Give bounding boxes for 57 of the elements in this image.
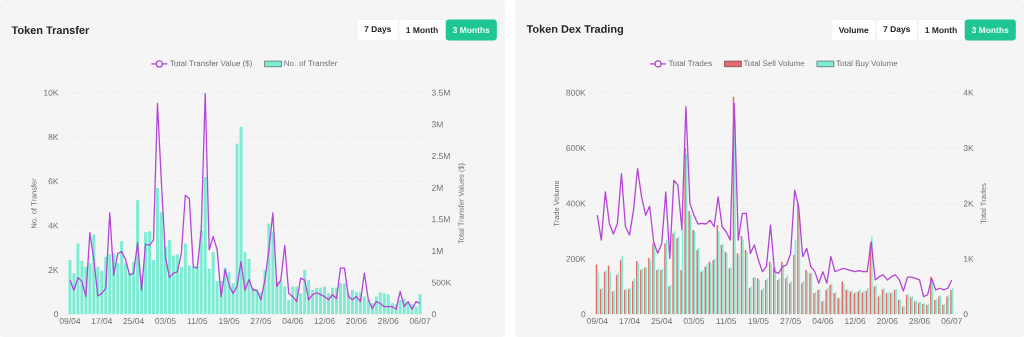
text: 3 Months xyxy=(971,26,1009,34)
y2-tick-label: 3M xyxy=(431,121,443,128)
x-tick-label: 06/07 xyxy=(941,317,962,325)
x-tick-label: 28/06 xyxy=(909,317,930,325)
y-tick-label: 200K xyxy=(566,255,586,262)
x-tick-label: 09/04 xyxy=(587,317,608,325)
x-tick-label: 20/06 xyxy=(346,317,367,325)
x-tick-label: 03/05 xyxy=(155,317,176,325)
y2-tick-label: 0 xyxy=(431,311,436,318)
text: 7 Days xyxy=(883,26,911,34)
y-tick-label: 2K xyxy=(48,267,59,273)
x-tick-label: 25/04 xyxy=(123,317,144,325)
y-tick-label: 400K xyxy=(566,200,586,207)
x-tick-label: 04/06 xyxy=(812,317,834,325)
x-tick-label: 09/04 xyxy=(59,317,81,325)
chart-title: Token Transfer xyxy=(11,25,90,35)
y-tick-label: 0 xyxy=(581,311,586,318)
x-tick-label: 11/05 xyxy=(187,317,208,325)
y-tick-label: 10K xyxy=(44,89,59,96)
x-tick-label: 19/05 xyxy=(219,317,240,325)
text: 3 Months xyxy=(452,26,490,34)
chart-title: Token Dex Trading xyxy=(526,24,624,36)
y2-tick-label: 500K xyxy=(431,279,452,286)
x-tick-label: 20/06 xyxy=(877,317,898,325)
text: 7 Days xyxy=(364,26,392,34)
y2-tick-label: 1.5M xyxy=(432,216,450,223)
y-tick-label: 800K xyxy=(566,89,586,96)
x-tick-label: 12/06 xyxy=(314,317,335,325)
x-tick-label: 03/05 xyxy=(683,317,705,325)
x-tick-label: 17/04 xyxy=(619,317,640,325)
y-tick-label: 6K xyxy=(48,178,59,185)
x-tick-label: 28/06 xyxy=(378,317,399,325)
y2-tick-label: 2K xyxy=(963,200,974,207)
x-tick-label: 27/05 xyxy=(780,317,801,325)
y2-tick-label: 1M xyxy=(432,248,443,254)
y2-tick-label: 2.5M xyxy=(431,153,450,160)
y2-tick-label: 2M xyxy=(431,184,443,191)
x-tick-label: 11/05 xyxy=(716,317,737,325)
y2-tick-label: 3K xyxy=(963,145,974,152)
x-tick-label: 19/05 xyxy=(748,317,769,325)
x-tick-label: 27/05 xyxy=(250,317,272,325)
x-tick-label: 06/07 xyxy=(409,317,431,325)
y-tick-label: 8K xyxy=(48,134,59,141)
x-tick-label: 12/06 xyxy=(845,317,866,325)
y-tick-label: 0 xyxy=(54,311,59,318)
y2-tick-label: 3.5M xyxy=(431,89,450,96)
text: 1 Month xyxy=(925,26,957,34)
y2-tick-label: 0 xyxy=(963,311,968,318)
y-tick-label: 600K xyxy=(566,145,586,152)
x-tick-label: 17/04 xyxy=(91,317,113,325)
text: Volume xyxy=(838,26,869,34)
x-tick-label: 04/06 xyxy=(282,317,303,325)
y2-tick-label: 1K xyxy=(963,255,974,262)
y-tick-label: 4K xyxy=(48,222,59,229)
x-tick-label: 25/04 xyxy=(651,317,673,325)
text: 1 Month xyxy=(406,26,438,34)
y2-tick-label: 4K xyxy=(963,89,974,96)
